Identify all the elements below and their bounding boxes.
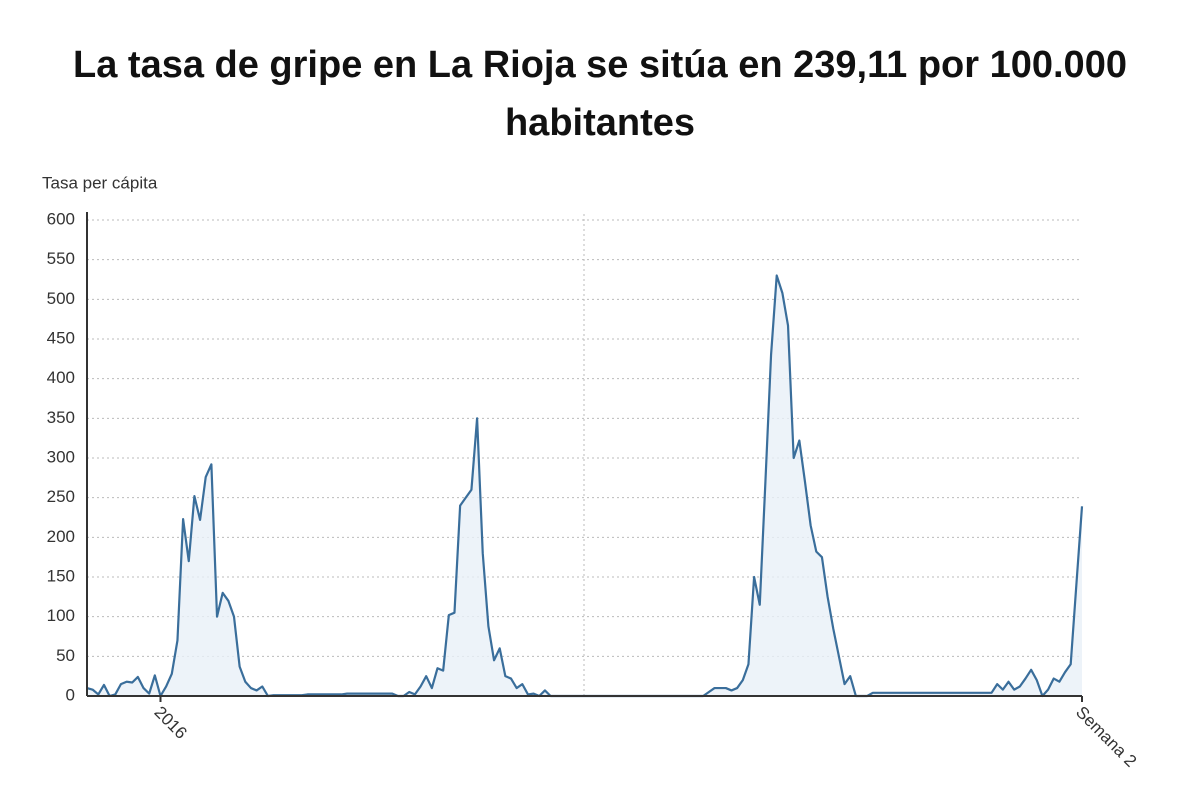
chart-title: La tasa de gripe en La Rioja se sitúa en… <box>73 44 1127 144</box>
x-tick-label: Semana 2 <box>1072 703 1140 771</box>
y-tick-label: 550 <box>47 249 75 268</box>
y-tick-label: 400 <box>47 368 75 387</box>
y-tick-label: 450 <box>47 328 75 347</box>
y-axis-label: Tasa per cápita <box>42 173 158 192</box>
area <box>87 275 1082 696</box>
y-tick-label: 350 <box>47 408 75 427</box>
y-tick-label: 100 <box>47 606 75 625</box>
y-tick-label: 500 <box>47 289 75 308</box>
y-tick-label: 200 <box>47 527 75 546</box>
y-tick-label: 150 <box>47 566 75 585</box>
y-tick-label: 0 <box>66 685 75 704</box>
y-tick-label: 600 <box>47 209 75 228</box>
y-tick-label: 300 <box>47 447 75 466</box>
y-tick-label: 250 <box>47 487 75 506</box>
y-tick-label: 50 <box>56 646 75 665</box>
x-tick-label: 2016 <box>150 703 190 743</box>
